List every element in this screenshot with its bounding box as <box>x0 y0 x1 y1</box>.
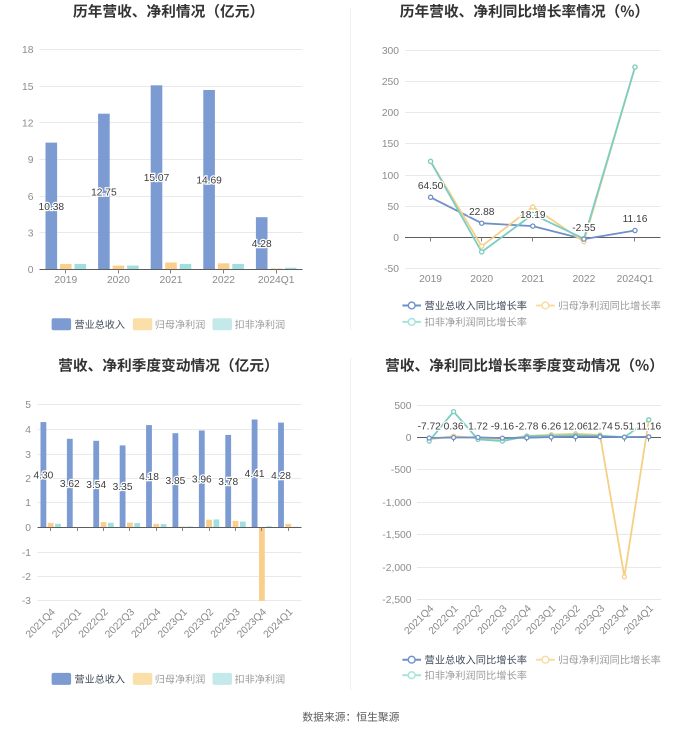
svg-text:12.06: 12.06 <box>563 421 589 432</box>
svg-text:100: 100 <box>382 171 399 182</box>
svg-text:-500: -500 <box>391 465 412 476</box>
svg-text:-2,000: -2,000 <box>382 563 411 574</box>
svg-text:-7.72: -7.72 <box>418 421 442 432</box>
svg-text:3.78: 3.78 <box>218 477 238 488</box>
svg-text:2021: 2021 <box>160 275 183 286</box>
svg-text:-2.55: -2.55 <box>572 223 596 234</box>
svg-text:3.35: 3.35 <box>113 482 133 493</box>
svg-text:12.74: 12.74 <box>587 421 613 432</box>
svg-text:3.54: 3.54 <box>86 480 106 491</box>
svg-text:0: 0 <box>28 265 34 276</box>
svg-text:0.36: 0.36 <box>444 421 464 432</box>
svg-text:200: 200 <box>382 108 399 119</box>
svg-text:3: 3 <box>25 450 31 461</box>
svg-text:11.16: 11.16 <box>636 421 661 432</box>
svg-text:2020: 2020 <box>107 275 130 286</box>
svg-text:-50: -50 <box>384 264 399 275</box>
svg-text:4: 4 <box>25 425 31 436</box>
svg-text:2019: 2019 <box>419 274 442 285</box>
svg-text:22.88: 22.88 <box>469 207 495 218</box>
svg-text:3: 3 <box>28 228 34 239</box>
svg-text:300: 300 <box>382 46 399 57</box>
svg-text:-2: -2 <box>22 572 31 583</box>
svg-text:2024Q1: 2024Q1 <box>258 275 295 286</box>
svg-text:9: 9 <box>28 155 34 166</box>
svg-text:1: 1 <box>25 498 31 509</box>
svg-text:11.16: 11.16 <box>623 214 648 225</box>
svg-text:4.41: 4.41 <box>245 469 265 480</box>
svg-text:3.85: 3.85 <box>165 476 185 487</box>
svg-text:6: 6 <box>28 192 34 203</box>
svg-text:150: 150 <box>382 139 399 150</box>
svg-text:4.18: 4.18 <box>139 472 159 483</box>
svg-text:0: 0 <box>393 233 399 244</box>
svg-text:2022: 2022 <box>212 275 235 286</box>
svg-text:18: 18 <box>22 45 34 56</box>
svg-text:250: 250 <box>382 77 399 88</box>
svg-text:4.28: 4.28 <box>252 239 272 250</box>
svg-text:2022: 2022 <box>572 274 595 285</box>
svg-text:-2,500: -2,500 <box>382 595 411 606</box>
svg-text:-1: -1 <box>22 548 31 559</box>
svg-text:2021: 2021 <box>521 274 544 285</box>
svg-text:15: 15 <box>22 82 34 93</box>
svg-text:-2.78: -2.78 <box>515 421 539 432</box>
svg-text:4.30: 4.30 <box>33 471 53 482</box>
svg-text:64.50: 64.50 <box>418 181 444 192</box>
svg-text:3.62: 3.62 <box>60 479 80 490</box>
svg-text:14.69: 14.69 <box>196 175 222 186</box>
svg-text:5.51: 5.51 <box>614 421 634 432</box>
svg-text:12.75: 12.75 <box>91 187 117 198</box>
svg-text:3.96: 3.96 <box>192 475 212 486</box>
svg-text:2019: 2019 <box>54 275 77 286</box>
svg-text:-1,000: -1,000 <box>382 498 411 509</box>
svg-text:2: 2 <box>25 474 31 485</box>
svg-text:0: 0 <box>25 523 31 534</box>
svg-text:0: 0 <box>406 433 412 444</box>
svg-text:2024Q1: 2024Q1 <box>617 274 654 285</box>
svg-text:12: 12 <box>22 118 34 129</box>
svg-text:5: 5 <box>25 400 31 411</box>
svg-text:50: 50 <box>388 202 400 213</box>
svg-text:18.19: 18.19 <box>520 210 546 221</box>
svg-text:4.28: 4.28 <box>271 471 291 482</box>
svg-text:500: 500 <box>394 401 411 412</box>
svg-text:-9.16: -9.16 <box>491 421 515 432</box>
svg-text:-1,500: -1,500 <box>382 530 411 541</box>
svg-text:6.26: 6.26 <box>541 421 561 432</box>
svg-text:10.38: 10.38 <box>39 202 65 213</box>
svg-text:15.07: 15.07 <box>144 173 170 184</box>
svg-text:1.72: 1.72 <box>468 421 488 432</box>
svg-text:2020: 2020 <box>470 274 493 285</box>
svg-text:-3: -3 <box>22 596 31 607</box>
